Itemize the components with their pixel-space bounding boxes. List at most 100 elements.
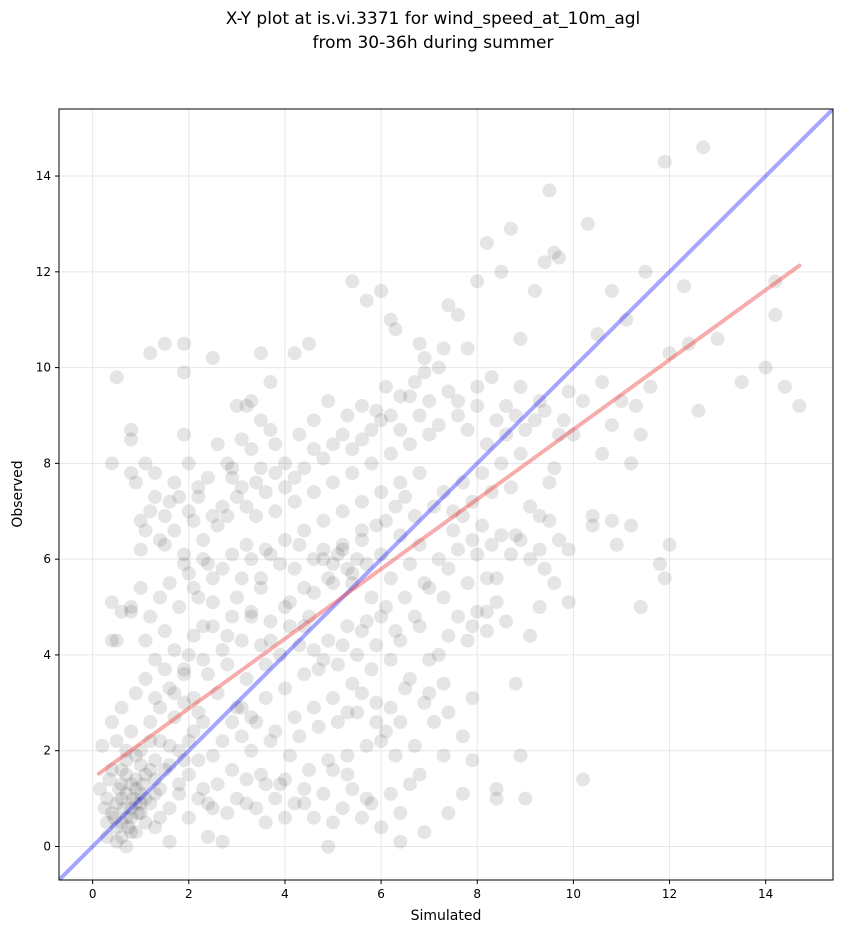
scatter-point xyxy=(153,810,167,825)
scatter-point xyxy=(374,547,389,562)
scatter-point xyxy=(167,643,182,658)
scatter-point xyxy=(205,571,220,586)
scatter-point xyxy=(297,782,312,796)
scatter-point xyxy=(465,533,480,547)
scatter-point xyxy=(131,806,146,820)
scatter-point xyxy=(604,284,619,298)
scatter-point xyxy=(104,715,119,729)
scatter-point xyxy=(306,413,321,428)
scatter-point xyxy=(148,753,163,768)
scatter-point xyxy=(287,470,302,485)
scatter-point xyxy=(604,513,619,528)
scatter-point xyxy=(523,628,538,643)
scatter-point xyxy=(340,705,355,720)
scatter-point xyxy=(263,375,278,389)
scatter-point xyxy=(109,820,124,835)
scatter-point xyxy=(244,743,259,758)
scatter-point xyxy=(181,456,196,471)
scatter-point xyxy=(100,829,115,844)
scatter-point xyxy=(278,456,292,471)
scatter-point xyxy=(205,801,220,816)
scatter-point xyxy=(143,346,158,361)
scatter-point xyxy=(167,710,182,725)
scatter-point xyxy=(263,734,278,749)
scatter-point xyxy=(619,312,634,327)
scatter-point xyxy=(138,767,153,782)
scatter-point xyxy=(282,748,297,763)
scatter-point xyxy=(297,523,312,538)
scatter-point xyxy=(451,408,465,423)
scatter-point xyxy=(177,547,191,562)
scatter-point xyxy=(157,336,172,351)
scatter-point xyxy=(138,791,153,806)
scatter-point xyxy=(465,753,480,768)
scatter-point xyxy=(494,456,509,471)
scatter-point xyxy=(157,624,172,638)
scatter-point xyxy=(378,724,393,739)
scatter-point xyxy=(369,695,384,710)
scatter-point xyxy=(95,738,110,753)
scatter-point xyxy=(172,600,187,614)
scatter-point xyxy=(369,715,384,729)
x-tick-label: 6 xyxy=(377,887,385,901)
scatter-point xyxy=(153,533,167,547)
scatter-point xyxy=(542,513,557,528)
scatter-point xyxy=(253,461,268,476)
scatter-point xyxy=(157,509,172,523)
scatter-point xyxy=(489,782,504,796)
scatter-point xyxy=(451,542,465,557)
scatter-point xyxy=(104,633,119,648)
scatter-point xyxy=(119,786,134,801)
scatter-point xyxy=(138,815,153,830)
scatter-point xyxy=(258,657,273,672)
scatter-point xyxy=(316,542,331,557)
scatter-point xyxy=(306,810,321,825)
scatter-point xyxy=(335,504,350,519)
scatter-point xyxy=(220,657,235,672)
scatter-point xyxy=(109,734,124,749)
scatter-point xyxy=(114,829,129,844)
scatter-point xyxy=(537,403,552,418)
y-tick-label: 14 xyxy=(36,169,51,183)
scatter-point xyxy=(316,513,331,528)
scatter-point xyxy=(354,810,369,825)
scatter-point xyxy=(527,284,542,298)
scatter-point xyxy=(354,432,369,447)
scatter-point xyxy=(441,384,456,399)
scatter-point xyxy=(402,437,417,452)
scatter-point xyxy=(479,437,494,452)
scatter-point xyxy=(388,322,403,337)
scatter-point xyxy=(316,552,331,567)
scatter-point xyxy=(455,475,470,490)
scatter-point xyxy=(97,801,112,816)
scatter-point xyxy=(436,590,451,605)
scatter-point xyxy=(499,398,514,413)
scatter-point xyxy=(465,619,480,634)
scatter-point xyxy=(326,475,340,490)
scatter-point xyxy=(633,427,648,442)
scatter-point xyxy=(201,829,215,844)
scatter-point xyxy=(359,738,374,753)
scatter-point xyxy=(710,331,725,346)
scatter-point xyxy=(143,762,158,777)
scatter-point xyxy=(316,451,331,466)
scatter-point xyxy=(172,786,187,801)
scatter-point xyxy=(229,398,244,413)
scatter-point xyxy=(407,509,422,523)
scatter-point xyxy=(393,715,408,729)
scatter-point xyxy=(177,753,191,768)
scatter-point xyxy=(177,365,191,380)
scatter-point xyxy=(239,772,254,787)
scatter-point xyxy=(609,537,624,552)
scatter-point xyxy=(186,580,201,595)
scatter-point xyxy=(128,796,143,811)
scatter-point xyxy=(417,365,432,380)
scatter-point xyxy=(513,331,528,346)
scatter-point xyxy=(172,743,187,758)
scatter-point xyxy=(268,437,283,452)
scatter-point xyxy=(210,518,225,533)
scatter-point xyxy=(126,791,141,806)
scatter-point xyxy=(225,715,240,729)
scatter-point xyxy=(455,786,470,801)
scatter-point xyxy=(92,782,107,796)
